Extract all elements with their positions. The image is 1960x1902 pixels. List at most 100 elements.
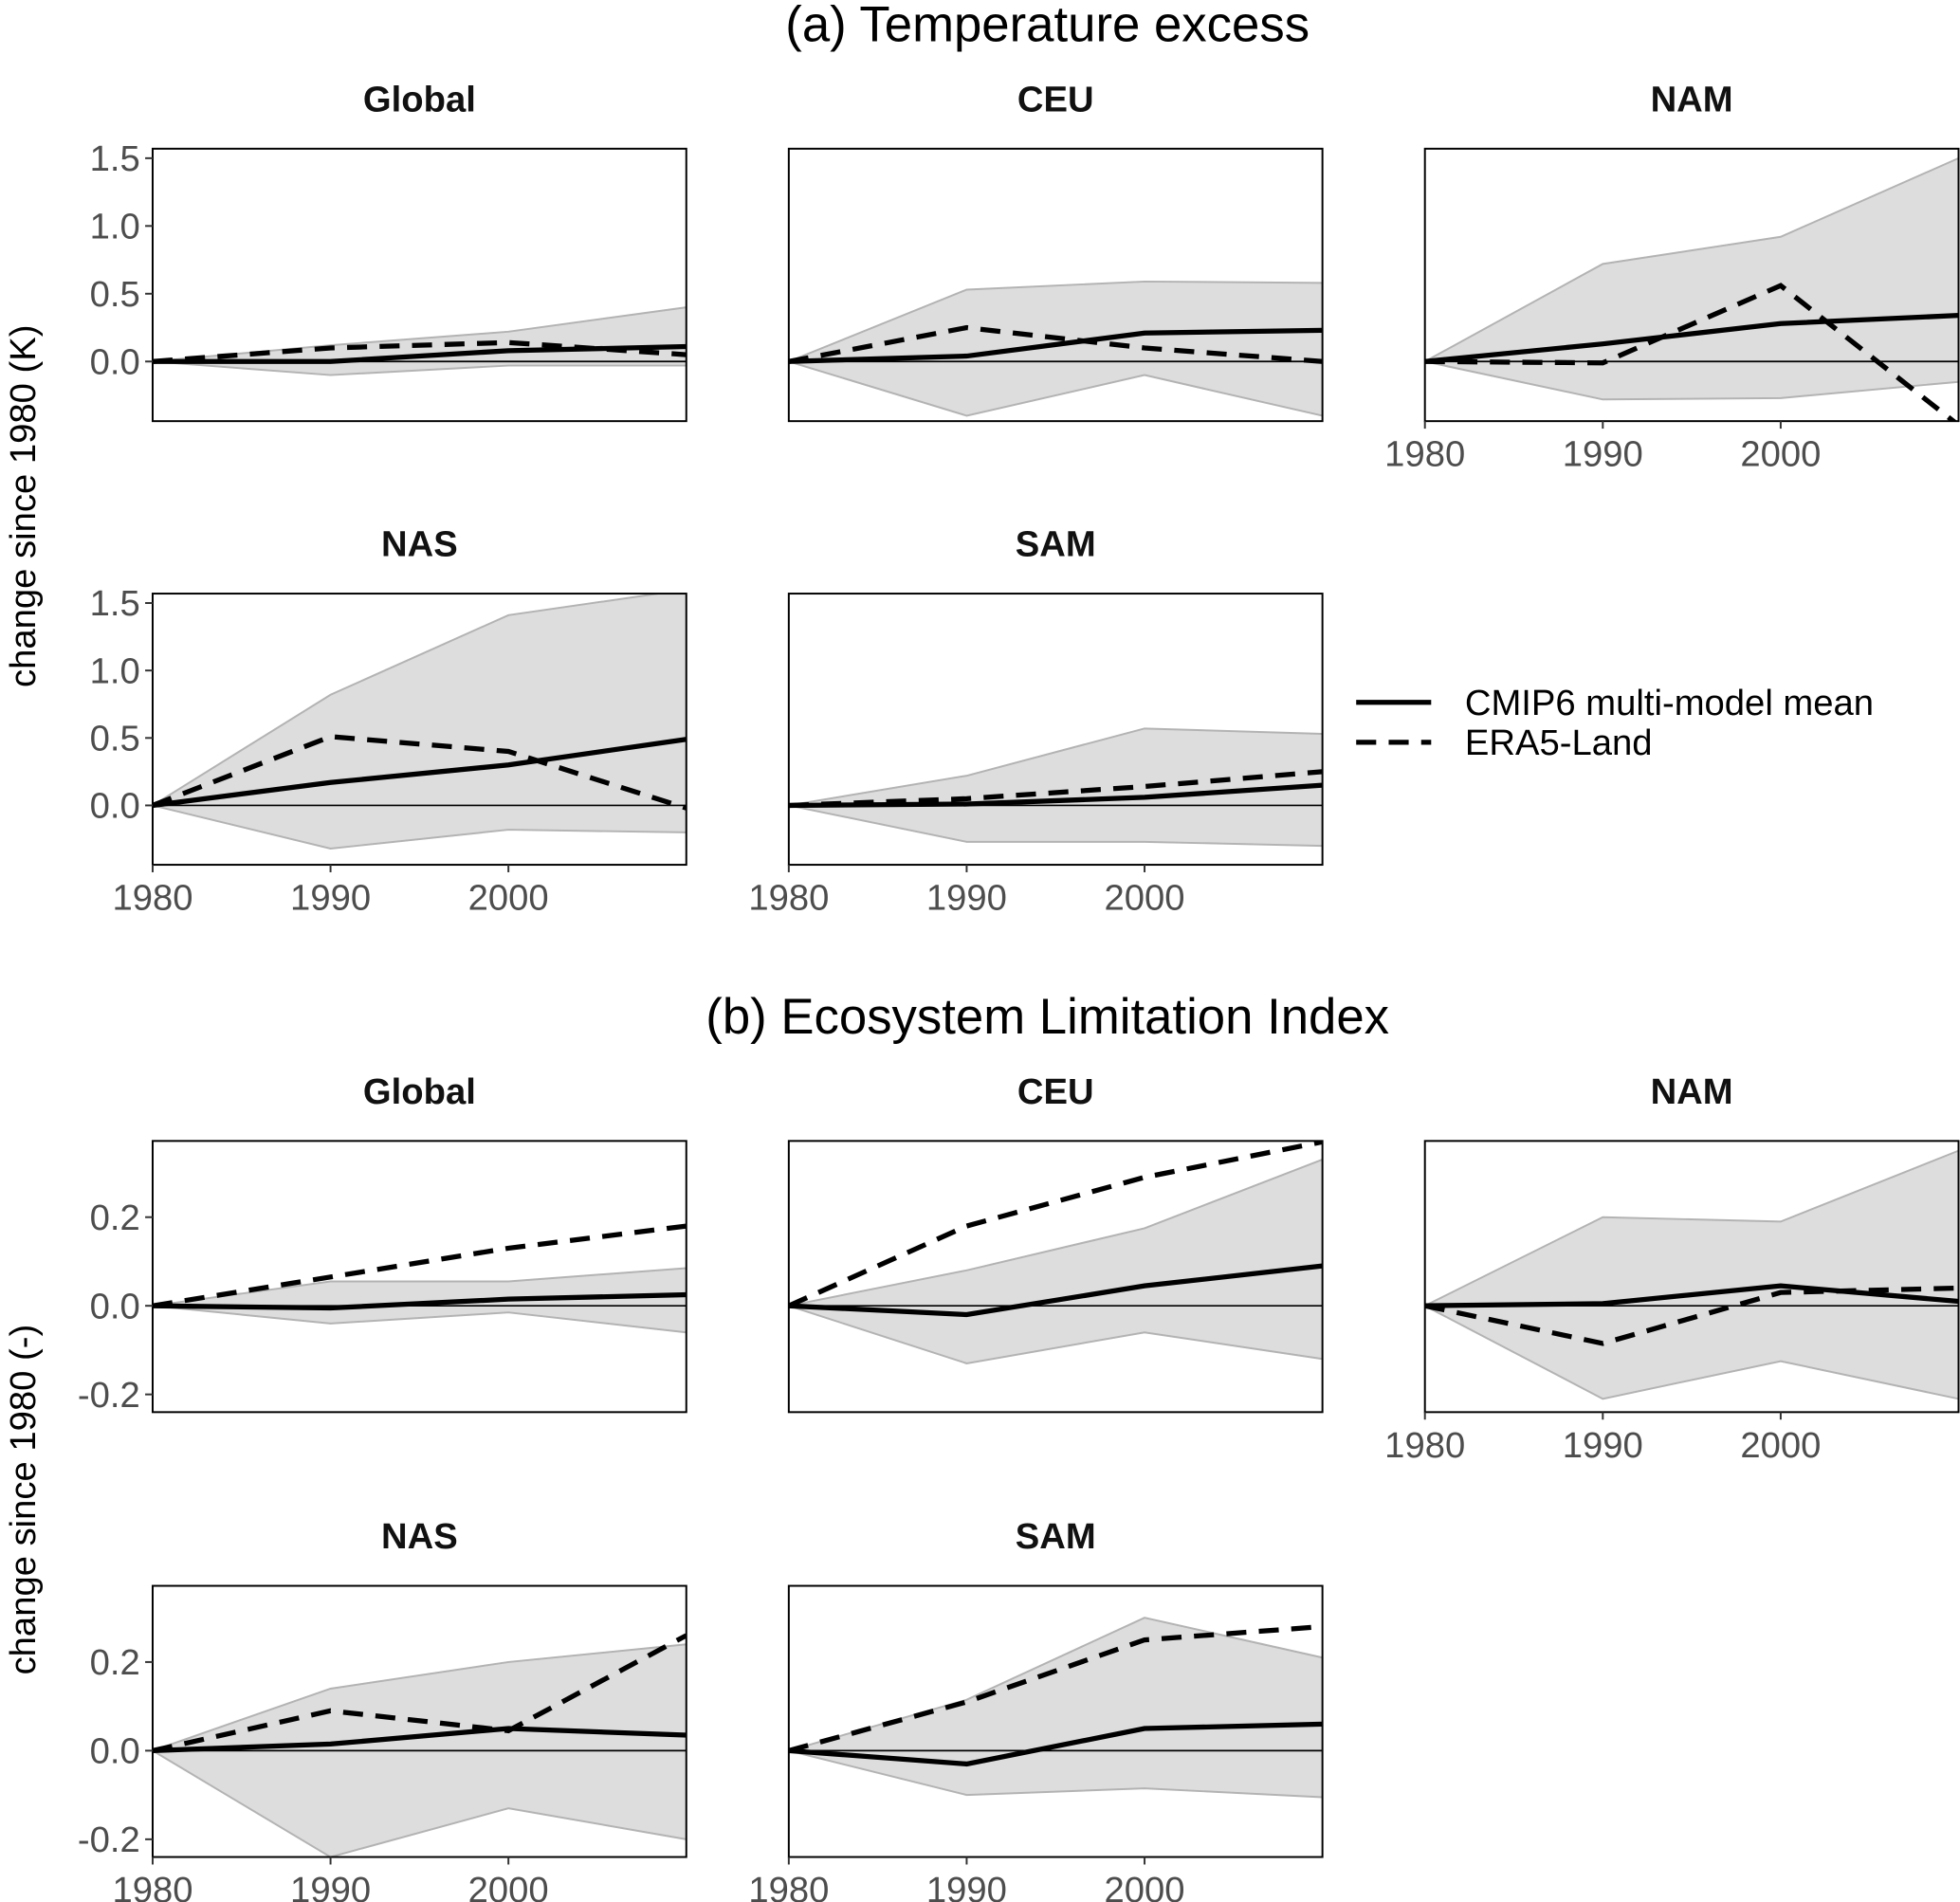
x-tick-label: 2000: [1105, 878, 1185, 919]
band-upper-edge: [152, 306, 687, 363]
y-tick-label: 0.0: [90, 1731, 140, 1772]
x-tick-label: 1990: [1563, 1425, 1643, 1466]
era5-land-line: [788, 324, 1323, 364]
era5-land-line: [1424, 283, 1958, 422]
era5-land-line: [152, 1223, 687, 1308]
x-tick-label: 1990: [1563, 434, 1643, 475]
legend: CMIP6 multi-model mean ERA5-Land: [1356, 683, 1874, 763]
x-tick-label: 1990: [926, 1870, 1007, 1902]
panel-frame: [151, 1584, 687, 1858]
x-tick-label: 1990: [290, 878, 371, 919]
model-range-band: [152, 1268, 687, 1333]
panel-title: NAS: [381, 1516, 458, 1557]
x-tick-label: 1980: [112, 1870, 192, 1902]
y-tick-label: 0.0: [90, 786, 140, 827]
x-tick-label: 1980: [1384, 1425, 1465, 1466]
panel-frame: [151, 1140, 687, 1414]
y-axis-label: change since 1980 (K): [3, 325, 44, 687]
panel-frame: [1423, 1140, 1960, 1414]
panel-nam: NAM 1980 1990 2000: [1384, 1071, 1960, 1466]
band-upper-edge: [152, 1267, 687, 1308]
x-tick-label: 1980: [748, 878, 829, 919]
cmip6-mean-line: [788, 327, 1323, 364]
y-tick-label: 0.2: [90, 1198, 140, 1238]
x-tick-label: 1990: [290, 1870, 371, 1902]
panel-title: NAM: [1651, 1071, 1733, 1112]
y-tick-label: 0.2: [90, 1642, 140, 1683]
cmip6-mean-line: [788, 1263, 1323, 1318]
model-range-band: [788, 281, 1323, 416]
cmip6-mean-line: [788, 1721, 1323, 1767]
band-lower-edge: [1424, 1305, 1959, 1400]
cmip6-mean-line: [1424, 1283, 1959, 1308]
legend-mean-label: CMIP6 multi-model mean: [1465, 683, 1874, 723]
era5-land-line: [1424, 1285, 1959, 1346]
panel-sam: SAM 1980 1990 2000: [748, 524, 1324, 919]
panel-frame: [787, 593, 1324, 867]
x-tick-label: 2000: [1105, 1870, 1185, 1902]
model-range-band: [1424, 1150, 1959, 1399]
panel-ceu: CEU: [787, 1071, 1324, 1414]
y-tick-label: 1.0: [90, 650, 140, 691]
x-tick-label: 2000: [1740, 1425, 1821, 1466]
panel-global: Global -0.2 0.0 0.2: [78, 1071, 687, 1416]
band-lower-edge: [1424, 360, 1959, 401]
panel-frame: [787, 1140, 1324, 1414]
band-lower-edge: [788, 1305, 1323, 1364]
panel-frame: [787, 1584, 1324, 1858]
x-tick-label: 1980: [748, 1870, 829, 1902]
cmip6-mean-line: [788, 782, 1323, 809]
model-range-band: [152, 307, 687, 375]
panel-sam: SAM 1980 1990 2000: [748, 1516, 1324, 1902]
section-b: (b) Ecosystem Limitation Index change sin…: [3, 989, 1960, 1902]
era5-land-line: [788, 769, 1323, 809]
panel-title: NAM: [1651, 79, 1733, 119]
panel-nam: NAM 1980 1990 2000: [1384, 79, 1960, 475]
model-range-band: [1424, 157, 1959, 400]
band-lower-edge: [152, 1749, 687, 1857]
panel-title: CEU: [1017, 1071, 1094, 1112]
section-title: (b) Ecosystem Limitation Index: [705, 989, 1389, 1045]
y-tick-label: -0.2: [78, 1820, 140, 1860]
model-range-band: [788, 1618, 1323, 1798]
x-tick-label: 2000: [468, 878, 549, 919]
band-lower-edge: [152, 804, 687, 850]
panel-title: CEU: [1017, 79, 1094, 119]
y-tick-label: 0.5: [90, 718, 140, 759]
band-upper-edge: [152, 1643, 687, 1752]
band-lower-edge: [788, 1749, 1323, 1799]
cmip6-mean-line: [152, 1726, 687, 1754]
y-tick-label: 1.5: [90, 138, 140, 179]
band-upper-edge: [788, 1159, 1323, 1308]
band-lower-edge: [788, 360, 1323, 417]
cmip6-mean-line: [1424, 313, 1959, 364]
y-axis-label: change since 1980 (-): [3, 1325, 44, 1675]
y-tick-label: 0.5: [90, 274, 140, 315]
section-title: (a) Temperature excess: [785, 0, 1310, 52]
panel-frame: [1423, 147, 1960, 423]
panel-ceu: CEU: [787, 79, 1324, 423]
x-tick-label: 2000: [1740, 434, 1821, 475]
panel-nas: NAS 0.0 0.5 1.0 1.5 1980 1990 2000: [90, 524, 687, 919]
panel-title: Global: [363, 79, 476, 119]
panel-frame: [151, 593, 687, 867]
x-tick-label: 1980: [1384, 434, 1465, 475]
band-upper-edge: [788, 727, 1323, 807]
x-tick-label: 1990: [926, 878, 1007, 919]
era5-land-line: [152, 339, 687, 364]
cmip6-mean-line: [152, 1291, 687, 1311]
era5-land-line: [788, 1141, 1323, 1308]
era5-land-line: [152, 734, 687, 811]
panel-title: NAS: [381, 524, 458, 565]
band-lower-edge: [152, 360, 687, 376]
panel-frame: [151, 147, 687, 423]
panel-global: Global 0.0 0.5 1.0 1.5: [90, 79, 687, 423]
y-tick-label: 0.0: [90, 1286, 140, 1326]
cmip6-mean-line: [152, 343, 687, 364]
section-a: (a) Temperature excess change since 1980 …: [3, 0, 1960, 919]
model-range-band: [152, 594, 687, 849]
band-lower-edge: [788, 804, 1323, 848]
panel-nas: NAS -0.2 0.0 0.2 1980 1990 2000: [78, 1516, 687, 1902]
panel-title: SAM: [1016, 1516, 1096, 1557]
